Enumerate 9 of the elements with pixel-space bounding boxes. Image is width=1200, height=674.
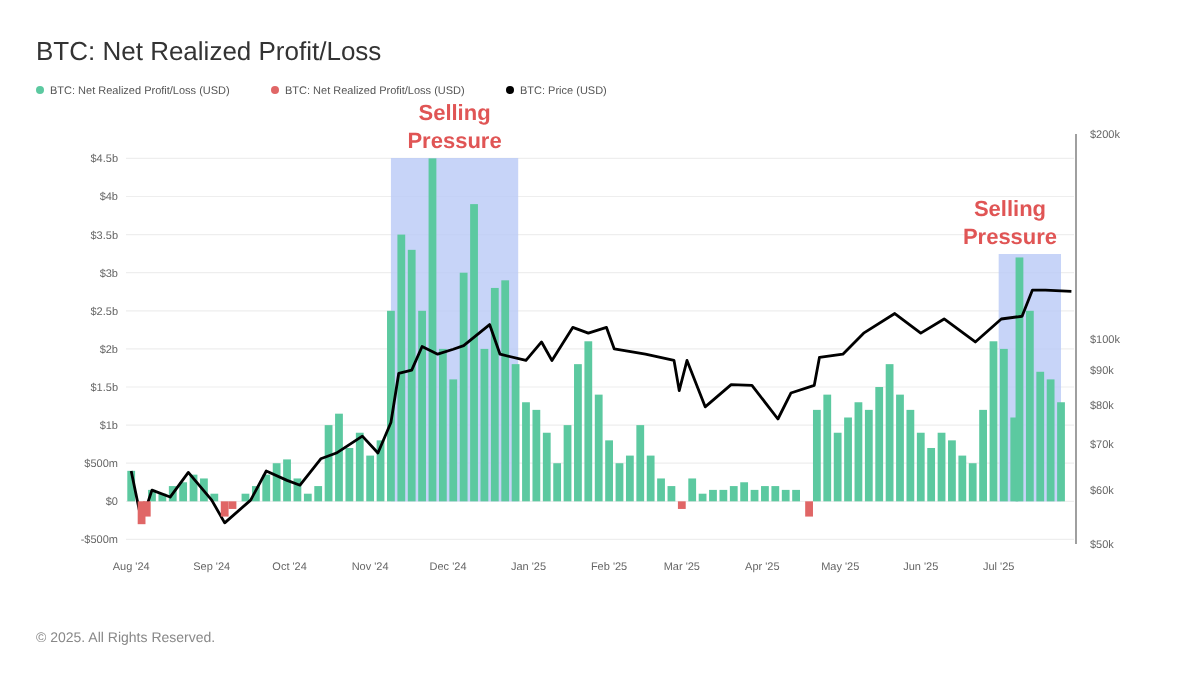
bar <box>142 501 151 517</box>
bar <box>677 501 686 509</box>
band-label: Selling Pressure <box>962 198 1058 250</box>
band-label: Selling Pressure <box>407 102 502 154</box>
bar <box>805 501 813 517</box>
bar <box>220 501 229 517</box>
line-series <box>129 288 1073 525</box>
chart-title: BTC: Net Realized Profit/Loss <box>36 36 383 66</box>
bar <box>228 501 237 509</box>
